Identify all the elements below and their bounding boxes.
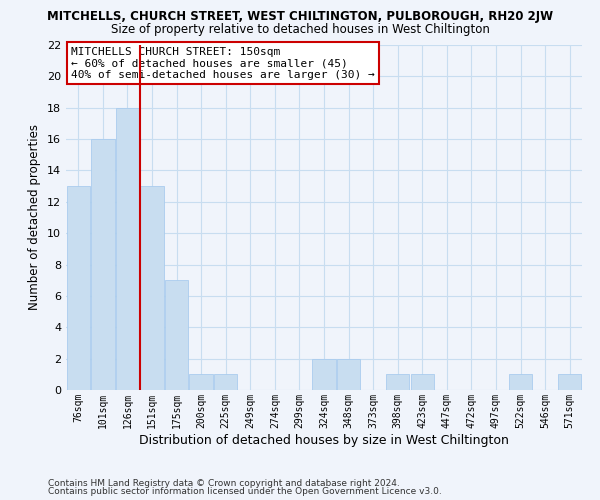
X-axis label: Distribution of detached houses by size in West Chiltington: Distribution of detached houses by size … bbox=[139, 434, 509, 446]
Y-axis label: Number of detached properties: Number of detached properties bbox=[28, 124, 41, 310]
Text: MITCHELLS CHURCH STREET: 150sqm
← 60% of detached houses are smaller (45)
40% of: MITCHELLS CHURCH STREET: 150sqm ← 60% of… bbox=[71, 46, 375, 80]
Text: MITCHELLS, CHURCH STREET, WEST CHILTINGTON, PULBOROUGH, RH20 2JW: MITCHELLS, CHURCH STREET, WEST CHILTINGT… bbox=[47, 10, 553, 23]
Text: Contains HM Land Registry data © Crown copyright and database right 2024.: Contains HM Land Registry data © Crown c… bbox=[48, 478, 400, 488]
Bar bbox=[116, 108, 139, 390]
Bar bbox=[410, 374, 434, 390]
Text: Contains public sector information licensed under the Open Government Licence v3: Contains public sector information licen… bbox=[48, 487, 442, 496]
Bar bbox=[140, 186, 164, 390]
Bar bbox=[91, 139, 115, 390]
Bar bbox=[190, 374, 213, 390]
Bar bbox=[386, 374, 409, 390]
Text: Size of property relative to detached houses in West Chiltington: Size of property relative to detached ho… bbox=[110, 22, 490, 36]
Bar bbox=[165, 280, 188, 390]
Bar bbox=[337, 358, 360, 390]
Bar bbox=[509, 374, 532, 390]
Bar bbox=[313, 358, 335, 390]
Bar bbox=[67, 186, 90, 390]
Bar bbox=[558, 374, 581, 390]
Bar bbox=[214, 374, 238, 390]
